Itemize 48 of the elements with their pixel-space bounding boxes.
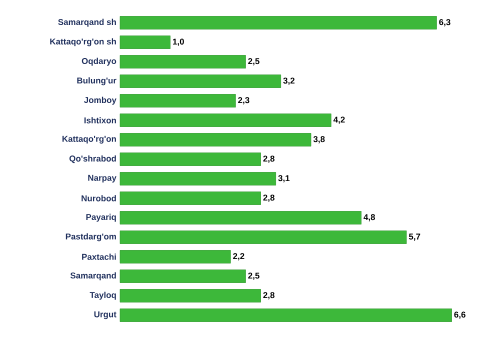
data-label: 2,8 [263,194,274,202]
y-tick-label: Kattaqo'rg'on [62,136,116,144]
bar [120,152,261,166]
data-label: 3,8 [313,136,325,144]
bar [120,94,236,108]
data-label: 2,2 [233,253,244,260]
data-label: 4,8 [364,214,376,222]
y-tick-label: Urgut [94,311,116,320]
y-tick-label: Pastdarg'om [66,233,116,242]
y-tick-label: Samarqand sh [58,18,116,27]
bar [120,211,362,224]
y-tick-label: Paxtachi [82,254,116,260]
bar [120,133,312,146]
y-tick-label: Oqdaryo [82,58,116,66]
y-tick-label: Kattaqo'rg'on sh [50,38,116,46]
bar [120,308,452,322]
y-tick-label: Ishtixon [84,117,116,124]
y-tick-label: Samarqand [70,272,116,280]
y-tick-label: Tayloq [90,292,116,300]
bar [120,114,332,127]
y-tick-label: Jomboy [84,96,116,105]
bar [120,289,261,302]
bar [120,16,437,30]
bar [120,74,282,88]
y-tick-label: Bulung'ur [77,77,116,86]
y-tick-label: Qo'shrabod [69,155,116,164]
bar [120,270,246,283]
data-label: 2,5 [248,272,260,280]
data-label: 6,3 [439,19,450,26]
data-label: 5,7 [408,234,420,241]
bar [120,55,246,68]
data-label: 6,6 [454,312,466,319]
data-label: 2,5 [248,58,260,66]
bar [120,36,170,49]
bar [120,192,261,205]
bar [120,230,407,244]
y-tick-label: Nurobod [82,195,116,202]
data-label: 3,2 [283,78,295,85]
data-label: 3,1 [278,175,290,182]
data-label: 2,8 [263,156,274,163]
bar [120,172,276,186]
data-label: 4,2 [333,116,345,124]
data-label: 2,8 [263,292,274,300]
y-tick-label: Narpay [88,174,116,183]
bar [120,250,231,264]
data-label: 1,0 [173,38,184,46]
y-tick-label: Payariq [86,214,116,222]
data-label: 2,3 [238,97,250,104]
